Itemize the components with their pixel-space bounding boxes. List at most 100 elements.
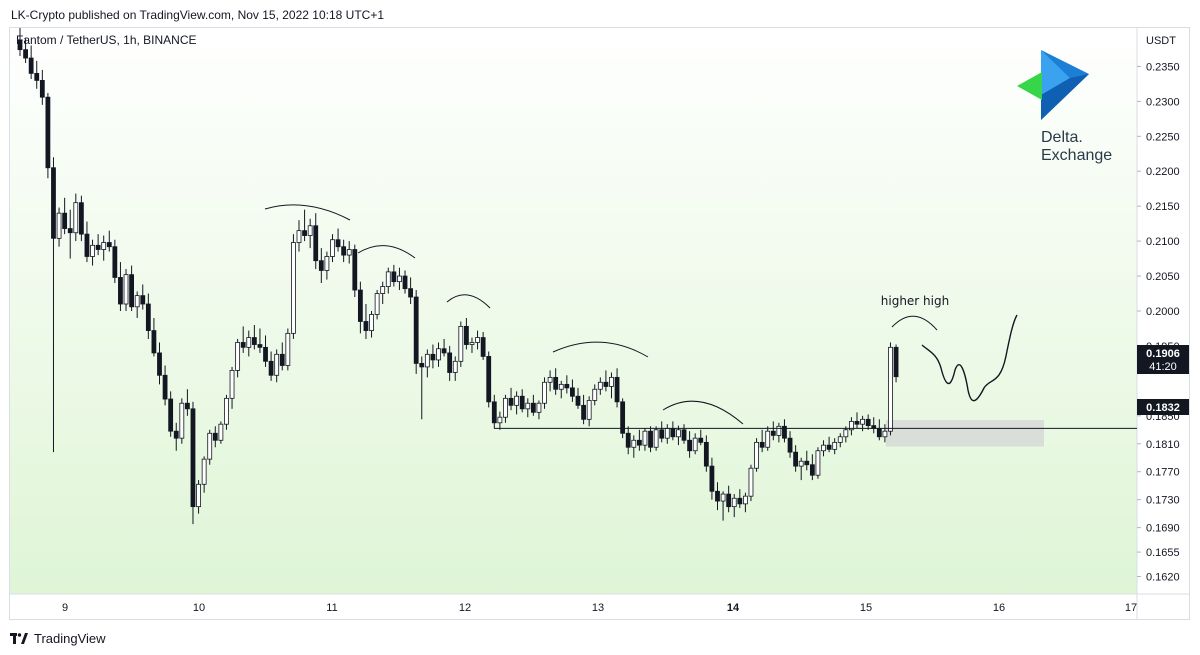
candle — [385, 267, 391, 294]
candle — [720, 491, 726, 521]
candle — [698, 429, 704, 446]
level-price-label: 0.1832 — [1137, 399, 1189, 415]
candle — [23, 38, 28, 63]
candle — [341, 239, 347, 263]
candle-body — [547, 376, 553, 383]
candle — [56, 207, 62, 247]
candle-body — [162, 374, 168, 400]
candle — [62, 197, 68, 235]
candle-body — [743, 495, 748, 505]
candle — [224, 394, 229, 430]
candle — [536, 400, 542, 420]
candle — [849, 417, 854, 436]
candle-body — [447, 352, 453, 373]
candle-body — [34, 73, 40, 81]
candle — [330, 234, 335, 263]
candle — [503, 394, 508, 423]
candle-body — [514, 395, 520, 406]
candle — [653, 426, 659, 451]
resistance-arc — [662, 400, 744, 425]
candle — [681, 424, 687, 444]
candle — [84, 221, 90, 263]
candle-body — [692, 437, 698, 452]
tradingview-footer[interactable]: TradingView — [10, 631, 106, 646]
candle-body — [352, 249, 358, 291]
candle — [335, 228, 341, 252]
candle — [90, 239, 95, 266]
x-tick-label: 9 — [62, 602, 68, 614]
candle — [743, 492, 748, 513]
candle — [486, 351, 492, 408]
candle-body — [636, 439, 642, 446]
candle-body — [536, 402, 542, 413]
candle-body — [837, 436, 843, 443]
candle-body — [664, 427, 670, 439]
candle-body — [625, 432, 631, 448]
candle-body — [28, 57, 34, 74]
candle-body — [229, 369, 235, 399]
candle-body — [648, 430, 653, 448]
candle-body — [95, 244, 101, 250]
candle-body — [67, 228, 73, 234]
logo-line1: Delta. — [1041, 129, 1083, 146]
price-axis-background — [1137, 28, 1189, 594]
candle — [190, 401, 196, 525]
y-unit-label: USDT — [1146, 35, 1176, 47]
candle-body — [90, 244, 95, 257]
candle-body — [330, 239, 335, 257]
candle — [770, 421, 776, 441]
candle — [765, 426, 771, 451]
x-tick-label: 14 — [727, 602, 740, 614]
x-tick-label: 17 — [1125, 602, 1137, 614]
candle — [101, 235, 107, 261]
candle — [888, 342, 893, 436]
candle-body — [826, 444, 832, 450]
candle-body — [703, 441, 709, 467]
candle — [235, 338, 241, 378]
candle — [73, 193, 79, 242]
candle-body — [893, 346, 899, 378]
candle — [659, 421, 665, 443]
chart-frame — [9, 27, 1190, 620]
candle-body — [603, 381, 609, 387]
candle-body — [363, 321, 369, 331]
candle-body — [112, 246, 118, 278]
candle-body — [157, 352, 162, 376]
candle-body — [23, 49, 28, 59]
candle — [34, 60, 40, 89]
candle-body — [815, 450, 821, 476]
candle — [363, 304, 369, 339]
candle — [636, 429, 642, 451]
candle-body — [530, 402, 536, 413]
candle — [821, 440, 826, 457]
candle-body — [335, 239, 341, 248]
candle — [302, 209, 307, 242]
candle-body — [413, 296, 419, 364]
candle-body — [62, 212, 68, 229]
candle — [458, 321, 464, 367]
candle-body — [843, 429, 849, 438]
candle-body — [731, 497, 737, 508]
candle — [324, 251, 330, 280]
candle — [475, 330, 480, 350]
candle-body — [849, 421, 854, 431]
candle — [631, 435, 637, 458]
x-tick-label: 15 — [860, 602, 872, 614]
plot-background — [10, 28, 1137, 594]
candle-body — [553, 376, 559, 390]
candle-body — [748, 467, 754, 497]
candle — [413, 290, 419, 374]
candle-body — [296, 230, 302, 243]
candle-body — [374, 293, 380, 315]
y-tick-label: 0.1730 — [1146, 495, 1180, 507]
candle — [463, 317, 469, 350]
candle-body — [240, 342, 246, 348]
candle-body — [73, 202, 79, 234]
candle — [229, 366, 235, 409]
candle-body — [291, 242, 296, 334]
candle — [296, 220, 302, 252]
candle — [519, 389, 525, 413]
candle — [51, 157, 56, 453]
candle-body — [39, 80, 45, 98]
